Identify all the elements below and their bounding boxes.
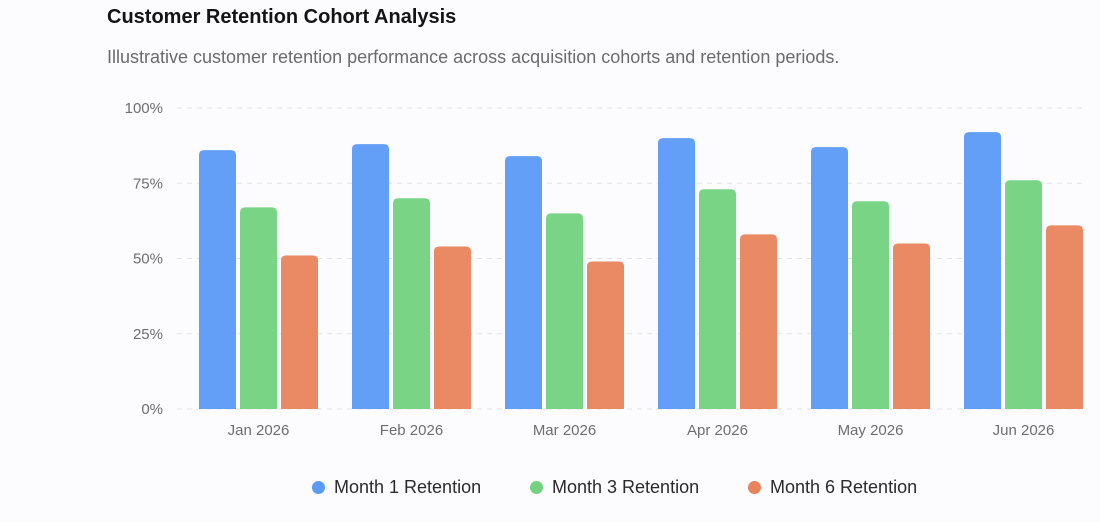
bar-month-1-retention[interactable] (964, 132, 1001, 409)
bars (199, 132, 1083, 409)
y-tick-label: 50% (133, 251, 163, 268)
bar-month-1-retention[interactable] (505, 156, 542, 409)
x-tick-label: Mar 2026 (533, 422, 596, 439)
legend-label: Month 6 Retention (770, 476, 918, 497)
legend-item[interactable]: Month 1 Retention (312, 474, 481, 500)
y-tick-label: 25% (133, 326, 163, 343)
bar-month-6-retention[interactable] (893, 243, 930, 409)
x-tick-label: May 2026 (838, 422, 904, 439)
bar-month-1-retention[interactable] (811, 147, 848, 409)
chart-subtitle: Illustrative customer retention performa… (107, 47, 840, 67)
bar-month-3-retention[interactable] (852, 201, 889, 409)
x-tick-label: Jun 2026 (993, 422, 1055, 439)
x-tick-label: Feb 2026 (380, 422, 443, 439)
bar-month-6-retention[interactable] (434, 246, 471, 409)
y-tick-label: 0% (141, 401, 163, 418)
legend-label: Month 1 Retention (334, 476, 482, 497)
legend: Month 1 Retention Month 3 Retention Month … (0, 474, 1100, 500)
bar-month-3-retention[interactable] (699, 189, 736, 409)
bar-month-1-retention[interactable] (352, 144, 389, 409)
y-tick-label: 75% (133, 175, 163, 192)
bar-month-3-retention[interactable] (240, 207, 277, 409)
legend-item[interactable]: Month 3 Retention (530, 474, 699, 500)
bar-month-1-retention[interactable] (658, 138, 695, 409)
x-tick-label: Apr 2026 (687, 422, 748, 439)
bar-month-6-retention[interactable] (281, 255, 318, 409)
chart-title: Customer Retention Cohort Analysis (107, 6, 457, 28)
y-tick-label: 100% (125, 100, 163, 117)
bar-month-3-retention[interactable] (1005, 180, 1042, 409)
bar-month-6-retention[interactable] (1046, 225, 1083, 409)
legend-swatch (748, 480, 761, 494)
legend-item[interactable]: Month 6 Retention (748, 474, 917, 500)
bar-month-1-retention[interactable] (199, 150, 236, 409)
x-tick-label: Jan 2026 (228, 422, 290, 439)
y-axis: 0% 25% 50% 75% 100% (125, 100, 163, 418)
x-axis: Jan 2026 Feb 2026 Mar 2026 Apr 2026 May 2026… (228, 422, 1055, 439)
grid-lines (177, 107, 1085, 410)
bar-month-3-retention[interactable] (546, 213, 583, 409)
legend-swatch (530, 480, 543, 494)
legend-swatch (312, 480, 325, 494)
bar-month-6-retention[interactable] (740, 234, 777, 409)
bar-month-6-retention[interactable] (587, 261, 624, 409)
bar-month-3-retention[interactable] (393, 198, 430, 409)
legend-label: Month 3 Retention (552, 476, 700, 497)
